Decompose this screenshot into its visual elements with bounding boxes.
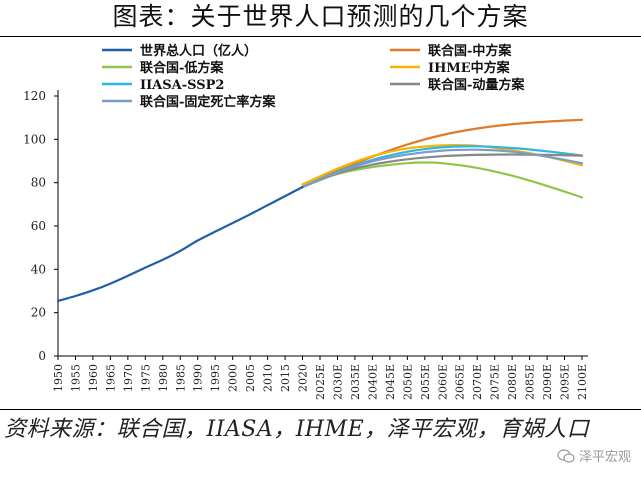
x-tick-label: 2085E [524, 364, 537, 400]
y-tick-label: 0 [38, 349, 46, 363]
x-tick-label: 1950 [52, 364, 65, 392]
x-tick-label: 2080E [506, 364, 519, 400]
x-tick-label: 2010 [262, 364, 275, 392]
x-tick-label: 2065E [454, 364, 467, 400]
y-tick-label: 60 [31, 219, 46, 233]
series-line [56, 185, 304, 303]
chart: 0 20 40 60 80 100 120 1950 1955 1960 1965 1970 1975… [23, 43, 589, 400]
legend-label: 联合国-动量方案 [428, 77, 525, 93]
legend-label: 世界总人口（亿人） [140, 43, 257, 59]
x-tick-label: 2050E [401, 364, 414, 400]
legend-label: 联合国-低方案 [140, 60, 224, 76]
x-tick-label: 2055E [419, 364, 432, 400]
x-tick-label: 2100E [576, 364, 589, 400]
x-tick-label: 1960 [87, 364, 100, 392]
legend-label: IIASA-SSP2 [140, 78, 224, 93]
x-tick-label: 1990 [192, 364, 205, 392]
x-tick-label: 2045E [384, 364, 397, 400]
x-tick-label: 1995 [209, 364, 222, 392]
x-tick-label: 2005 [244, 364, 257, 392]
chart-title: 图表：关于世界人口预测的几个方案 [112, 2, 529, 31]
x-tick-label: 2015 [279, 364, 292, 392]
wechat-icon [557, 448, 575, 463]
x-tick-label: 2060E [436, 364, 449, 400]
y-tick-label: 120 [23, 89, 46, 103]
y-tick-label: 20 [31, 306, 46, 320]
x-tick-label: 2095E [559, 364, 572, 400]
x-tick-label: 2090E [541, 364, 554, 400]
source-note: 资料来源：联合国，IIASA，IHME，泽平宏观，育娲人口 [4, 417, 590, 442]
series-layer [56, 118, 584, 303]
y-tick-label: 80 [31, 176, 46, 190]
series-line [301, 118, 584, 189]
top-rule [0, 36, 641, 37]
y-axis: 0 20 40 60 80 100 120 [23, 89, 59, 363]
x-tick-label: 1965 [104, 364, 117, 392]
x-tick-label: 1955 [69, 364, 82, 392]
y-tick-label: 100 [23, 132, 46, 146]
x-tick-label: 2020 [297, 364, 310, 392]
watermark-text: 泽平宏观 [578, 450, 631, 465]
series-line [301, 161, 584, 199]
x-axis: 1950 1955 1960 1965 1970 1975 1980 1985 1990 1995… [52, 355, 589, 400]
x-tick-label: 1975 [139, 364, 152, 392]
legend-label: IHME中方案 [428, 60, 511, 76]
x-tick-label: 2075E [489, 364, 502, 400]
watermark: 泽平宏观 [557, 446, 631, 465]
x-tick-label: 2035E [349, 364, 362, 400]
x-tick-label: 1980 [157, 364, 170, 392]
y-tick-label: 40 [31, 262, 46, 276]
bottom-rule [0, 409, 641, 410]
x-tick-label: 1970 [122, 364, 135, 392]
legend-label: 联合国-固定死亡率方案 [140, 94, 276, 110]
series-line [301, 148, 584, 189]
legend-label: 联合国-中方案 [428, 43, 512, 59]
x-tick-label: 2040E [366, 364, 379, 400]
x-tick-label: 2030E [331, 364, 344, 400]
x-tick-label: 2000 [227, 364, 240, 392]
x-tick-label: 1985 [174, 364, 187, 392]
x-tick-label: 2025E [314, 364, 327, 400]
x-tick-label: 2070E [471, 364, 484, 400]
